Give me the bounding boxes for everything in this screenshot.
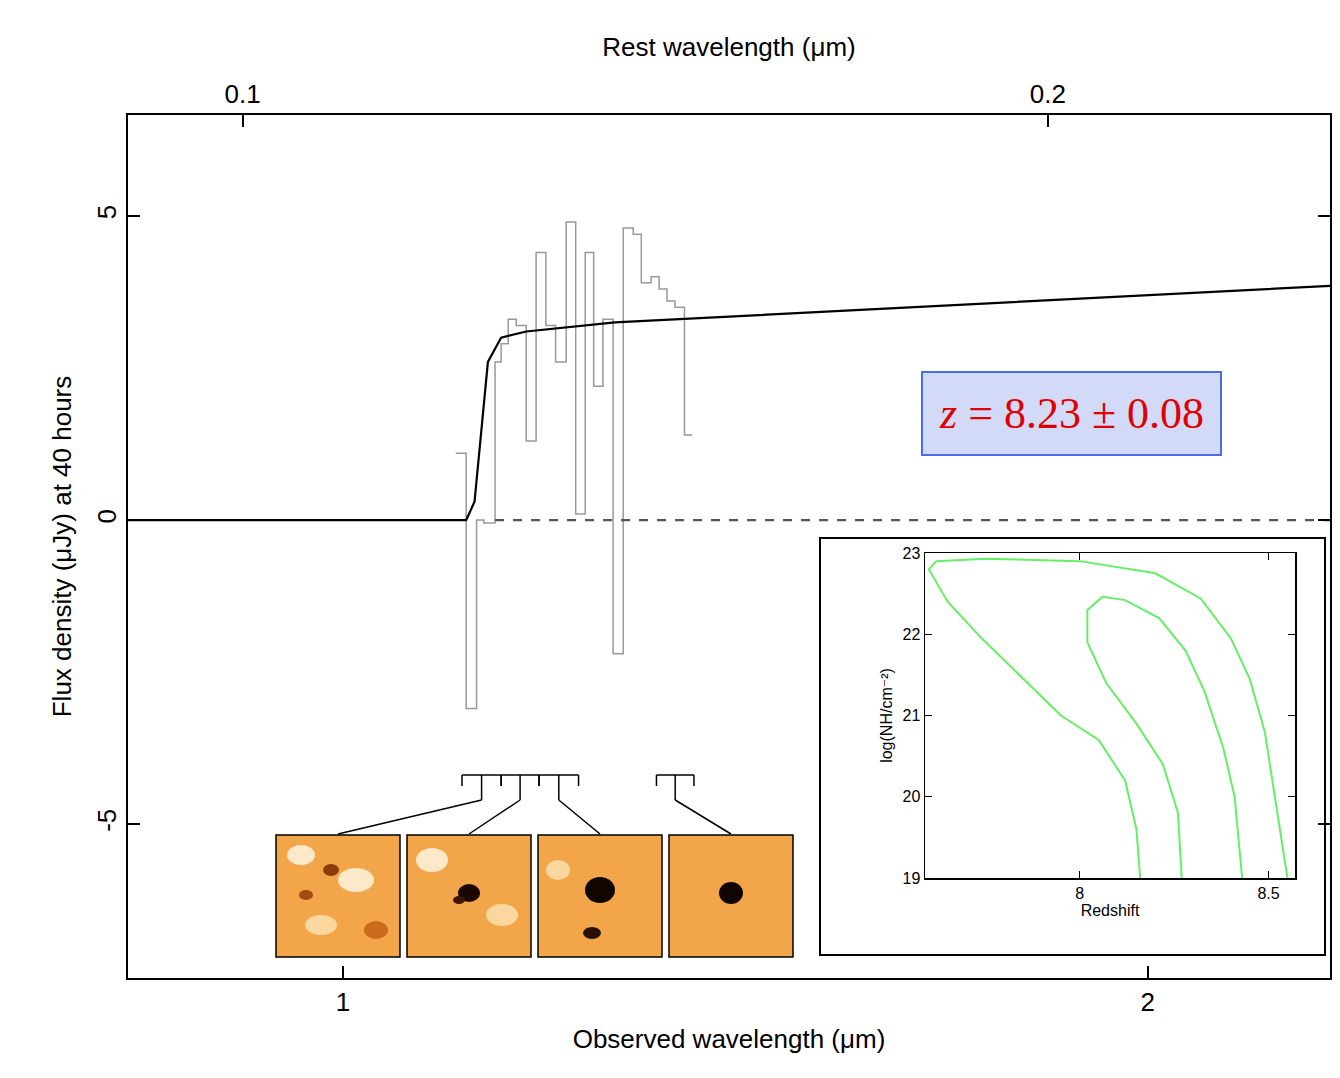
svg-text:1: 1 bbox=[336, 987, 350, 1017]
svg-text:20: 20 bbox=[903, 788, 921, 805]
svg-text:Rest wavelength (μm): Rest wavelength (μm) bbox=[602, 32, 855, 62]
svg-text:2: 2 bbox=[1140, 987, 1154, 1017]
svg-text:0.2: 0.2 bbox=[1030, 79, 1066, 109]
svg-text:Flux density (μJy) at 40 hours: Flux density (μJy) at 40 hours bbox=[47, 376, 77, 718]
svg-text:0.1: 0.1 bbox=[225, 79, 261, 109]
svg-text:z = 8.23 ± 0.08: z = 8.23 ± 0.08 bbox=[939, 389, 1204, 438]
svg-text:8: 8 bbox=[1075, 885, 1084, 902]
svg-text:Redshift: Redshift bbox=[1081, 902, 1140, 919]
svg-text:21: 21 bbox=[903, 707, 921, 724]
svg-text:22: 22 bbox=[903, 626, 921, 643]
svg-text:5: 5 bbox=[92, 205, 122, 219]
svg-text:23: 23 bbox=[903, 545, 921, 562]
svg-text:0: 0 bbox=[92, 509, 122, 523]
svg-text:-5: -5 bbox=[92, 809, 122, 832]
svg-text:log(NH/cm⁻²): log(NH/cm⁻²) bbox=[878, 668, 895, 763]
svg-text:19: 19 bbox=[903, 870, 921, 887]
svg-text:Observed wavelength (μm): Observed wavelength (μm) bbox=[573, 1024, 886, 1054]
svg-text:8.5: 8.5 bbox=[1257, 885, 1279, 902]
